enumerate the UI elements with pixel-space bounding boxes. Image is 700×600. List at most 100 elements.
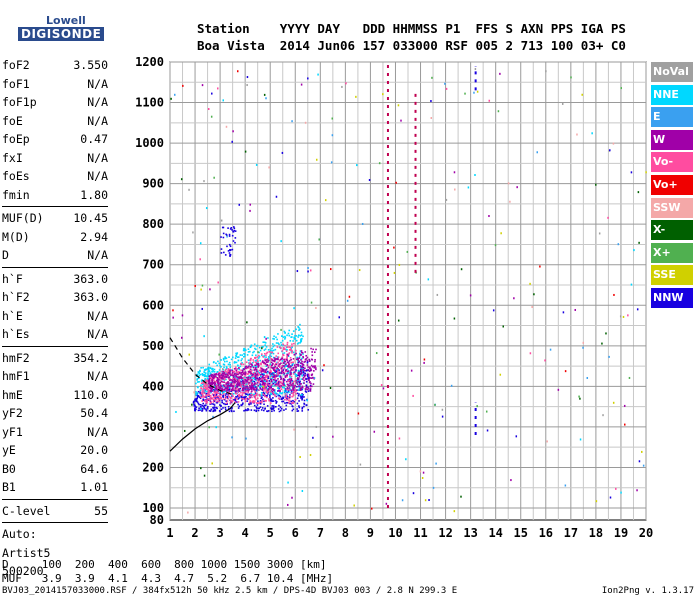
echo-point: [257, 366, 259, 368]
echo-point: [217, 392, 220, 395]
noise-point: [586, 376, 589, 379]
echo-point: [237, 401, 240, 403]
param-row: h`Es N/A: [2, 325, 108, 344]
echo-point: [288, 329, 291, 332]
echo-point: [270, 371, 273, 373]
echo-point: [297, 357, 299, 360]
echo-point: [203, 391, 206, 394]
echo-point: [244, 397, 246, 399]
echo-point: [289, 346, 292, 349]
noise-point: [453, 510, 456, 513]
version-label: Ion2Png v. 1.3.17: [601, 586, 694, 596]
echo-point: [203, 390, 205, 392]
echo-point: [255, 379, 257, 382]
echo-point: [297, 342, 300, 344]
noise-point: [612, 142, 615, 145]
logo-line-1: Lowell: [46, 14, 86, 27]
echo-point: [205, 396, 207, 399]
echo-point: [222, 374, 224, 377]
echo-point: [215, 380, 217, 383]
echo-point: [285, 369, 287, 372]
echo-point: [247, 351, 250, 353]
echo-point: [278, 363, 280, 365]
param-value: 363.0: [73, 290, 108, 305]
noise-point: [401, 499, 404, 502]
echo-point: [223, 366, 225, 369]
echo-point: [295, 349, 297, 352]
echo-point: [242, 377, 244, 379]
echo-point: [262, 393, 265, 396]
echo-point: [281, 366, 283, 369]
echo-point: [211, 393, 214, 395]
echo-point: [226, 371, 229, 374]
echo-point: [282, 365, 284, 367]
echo-point: [285, 350, 288, 353]
x-tick-label: 12: [438, 526, 452, 540]
echo-point: [222, 395, 224, 398]
echo-point: [259, 400, 262, 402]
echo-point: [245, 390, 248, 392]
echo-point: [232, 240, 235, 242]
echo-point: [235, 384, 238, 386]
echo-point: [236, 377, 238, 380]
echo-point: [221, 386, 224, 389]
echo-point: [254, 394, 257, 397]
noise-point: [445, 198, 448, 201]
echo-point: [300, 396, 302, 398]
echo-point: [303, 405, 305, 408]
echo-point: [223, 376, 226, 378]
echo-point: [280, 344, 283, 346]
echo-point: [206, 405, 209, 408]
echo-point: [266, 376, 268, 378]
echo-point: [306, 359, 309, 362]
echo-point: [208, 363, 211, 366]
echo-point: [222, 394, 225, 397]
echo-point: [302, 371, 305, 374]
echo-point: [253, 393, 256, 396]
echo-point: [302, 363, 304, 366]
param-row: yF2 50.4: [2, 404, 108, 423]
noise-point: [434, 403, 436, 406]
echo-point: [254, 372, 257, 375]
echo-point: [248, 401, 251, 404]
noise-point: [579, 397, 581, 400]
echo-point: [267, 393, 269, 395]
noise-point: [211, 462, 213, 465]
echo-point: [255, 402, 258, 405]
noise-point: [331, 117, 334, 120]
echo-point: [251, 383, 254, 386]
echo-point: [234, 368, 236, 370]
noise-point: [488, 215, 490, 218]
echo-point: [297, 359, 299, 362]
echo-point: [210, 389, 213, 391]
echo-point: [250, 387, 252, 390]
noise-point: [595, 500, 598, 503]
echo-point: [244, 373, 246, 375]
noise-point: [192, 231, 194, 234]
echo-point: [212, 390, 215, 392]
echo-point: [229, 363, 231, 366]
noise-point: [423, 358, 426, 361]
echo-point: [213, 373, 215, 376]
echo-point: [314, 360, 316, 363]
echo-point: [301, 398, 303, 401]
param-name: foE: [2, 113, 23, 128]
noise-point: [499, 373, 502, 376]
echo-point: [271, 364, 273, 366]
echo-point: [217, 370, 219, 373]
noise-point: [645, 171, 647, 174]
echo-point: [216, 397, 219, 400]
echo-point: [224, 254, 227, 256]
echo-point: [260, 394, 263, 396]
param-name: 500200: [2, 564, 44, 579]
noise-point: [450, 384, 453, 387]
echo-point: [261, 377, 264, 380]
param-name: D: [2, 248, 9, 263]
param-value: 354.2: [73, 350, 108, 365]
param-row: foEp 0.47: [2, 130, 108, 149]
echo-point: [230, 396, 232, 399]
param-row: yE 20.0: [2, 441, 108, 460]
noise-point: [549, 348, 552, 351]
echo-point: [220, 384, 222, 387]
echo-point: [286, 343, 289, 346]
